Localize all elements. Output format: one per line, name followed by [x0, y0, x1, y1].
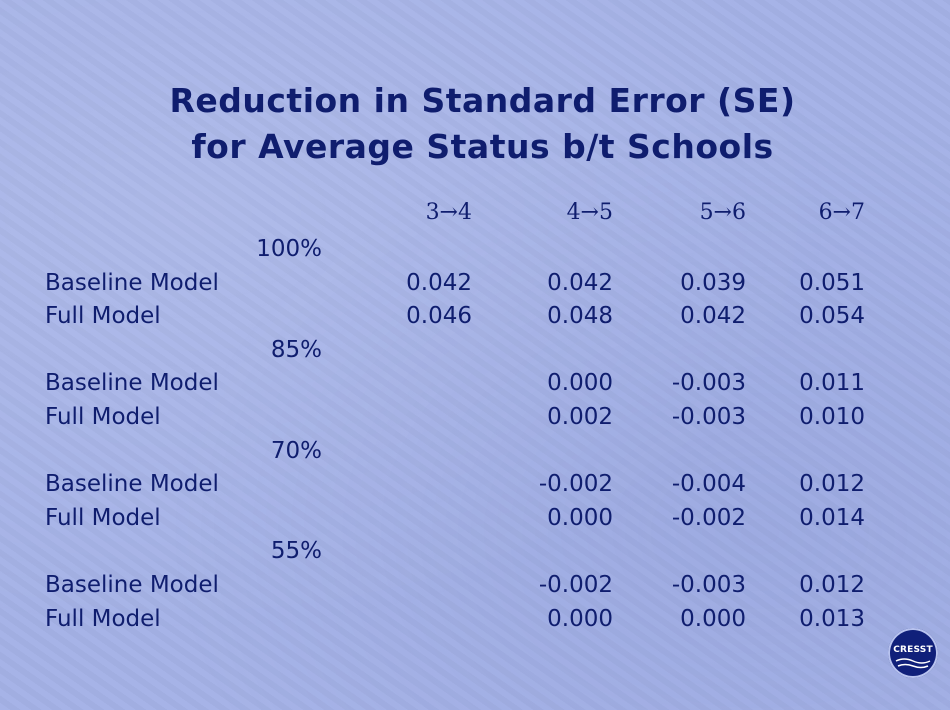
- table-cell: 0.012: [799, 471, 865, 497]
- table-cell: 0.010: [799, 404, 865, 430]
- table-cell: 0.011: [799, 370, 865, 396]
- column-header: 3→4: [425, 200, 472, 225]
- cresst-logo: CRESST: [888, 628, 938, 678]
- row-label: Baseline Model: [45, 270, 219, 296]
- column-header: 5→6: [699, 200, 746, 225]
- title-line-1: Reduction in Standard Error (SE): [169, 81, 796, 120]
- table-cell: 0.000: [680, 606, 746, 632]
- table-cell: -0.003: [671, 404, 746, 430]
- table-cell: 0.000: [547, 606, 613, 632]
- table-cell: 0.012: [799, 572, 865, 598]
- table-cell: 0.048: [547, 303, 613, 329]
- table-cell: -0.003: [671, 572, 746, 598]
- table-cell: -0.002: [671, 505, 746, 531]
- table-cell: -0.002: [538, 471, 613, 497]
- table-cell: 0.002: [547, 404, 613, 430]
- table-cell: 0.000: [547, 505, 613, 531]
- row-label: Full Model: [45, 505, 161, 531]
- group-label: 85%: [270, 337, 322, 363]
- table-cell: -0.002: [538, 572, 613, 598]
- column-header: 6→7: [818, 200, 865, 225]
- table-cell: 0.014: [799, 505, 865, 531]
- table-cell: 0.013: [799, 606, 865, 632]
- logo-text: CRESST: [893, 645, 933, 655]
- row-label: Baseline Model: [45, 471, 219, 497]
- table-cell: 0.051: [799, 270, 865, 296]
- row-label: Full Model: [45, 606, 161, 632]
- table-cell: 0.042: [406, 270, 472, 296]
- group-label: 55%: [270, 538, 322, 564]
- table-cell: 0.042: [547, 270, 613, 296]
- group-label: 100%: [256, 236, 322, 262]
- row-label: Full Model: [45, 404, 161, 430]
- table-cell: 0.000: [547, 370, 613, 396]
- slide-title: Reduction in Standard Error (SE) for Ave…: [0, 78, 950, 170]
- table-cell: -0.003: [671, 370, 746, 396]
- group-label: 70%: [270, 438, 322, 464]
- row-label: Baseline Model: [45, 370, 219, 396]
- row-label: Baseline Model: [45, 572, 219, 598]
- column-header: 4→5: [566, 200, 613, 225]
- row-label: Full Model: [45, 303, 161, 329]
- title-line-2: for Average Status b/t Schools: [191, 127, 774, 166]
- table-cell: 0.054: [799, 303, 865, 329]
- table-cell: 0.046: [406, 303, 472, 329]
- table-cell: -0.004: [671, 471, 746, 497]
- table-cell: 0.039: [680, 270, 746, 296]
- table-cell: 0.042: [680, 303, 746, 329]
